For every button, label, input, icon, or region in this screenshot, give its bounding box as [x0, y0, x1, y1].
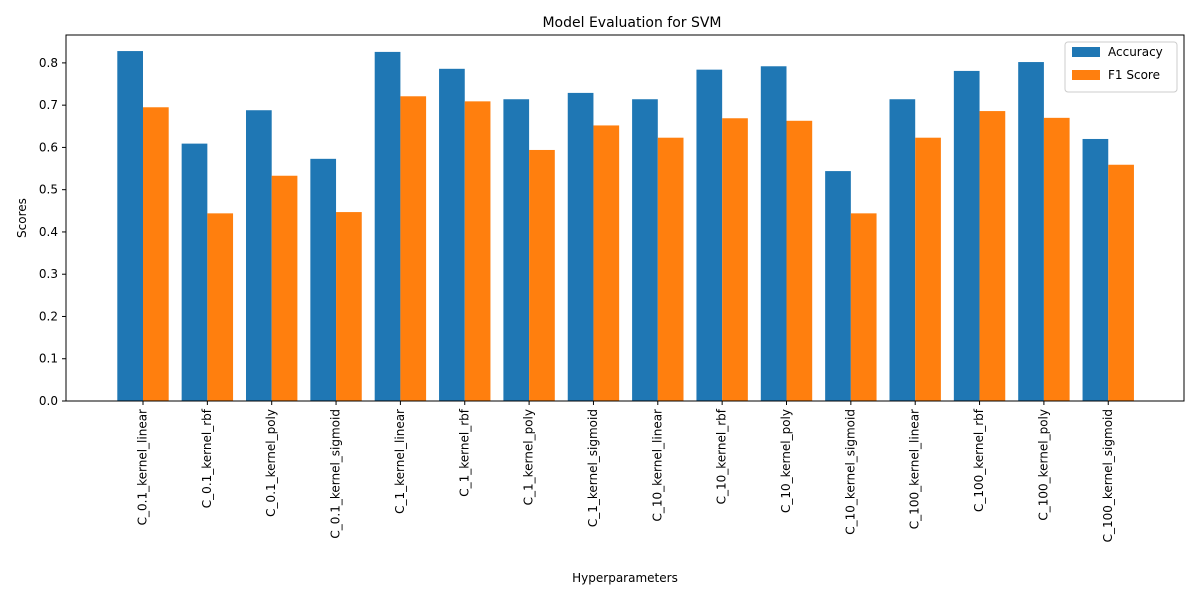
bar-f1-score-12: [915, 137, 941, 401]
y-axis: 0.0 0.1 0.2 0.3 0.4 0.5 0.6 0.7 0.8: [39, 56, 66, 408]
bar-f1-score-5: [464, 101, 491, 401]
y-tick-label-2: 0.2: [39, 309, 58, 323]
x-tick-label-7: C_1_kernel_sigmoid: [586, 409, 600, 527]
x-tick-label-4: C_1_kernel_linear: [393, 409, 407, 514]
x-axis-label: Hyperparameters: [572, 571, 678, 585]
bar-f1-score-1: [207, 213, 234, 401]
x-tick-label-15: C_100_kernel_sigmoid: [1101, 409, 1115, 542]
y-tick-label-5: 0.5: [39, 183, 58, 197]
y-tick-label-3: 0.3: [39, 267, 58, 281]
x-tick-label-9: C_10_kernel_rbf: [715, 408, 729, 504]
y-tick-label-7: 0.7: [39, 98, 58, 112]
bar-accuracy-11: [825, 171, 851, 401]
bar-accuracy-2: [246, 110, 272, 401]
x-tick-label-12: C_100_kernel_linear: [908, 409, 922, 529]
bar-accuracy-6: [503, 99, 530, 402]
y-tick-label-1: 0.1: [39, 352, 58, 366]
bar-f1-score-8: [657, 137, 684, 401]
x-tick-label-11: C_10_kernel_sigmoid: [843, 409, 857, 535]
bar-f1-score-6: [529, 149, 555, 401]
x-tick-label-14: C_100_kernel_poly: [1036, 409, 1050, 521]
bar-f1-score-7: [593, 125, 620, 401]
x-tick-label-8: C_10_kernel_linear: [650, 409, 664, 522]
bar-accuracy-0: [117, 51, 143, 402]
bar-f1-score-11: [850, 213, 877, 401]
bar-accuracy-4: [374, 51, 401, 401]
bar-accuracy-3: [310, 158, 337, 401]
y-tick-label-6: 0.6: [39, 140, 58, 154]
x-tick-label-0: C_0.1_kernel_linear: [136, 409, 150, 525]
legend-swatch-accuracy: [1072, 47, 1100, 57]
bar-f1-score-9: [722, 118, 748, 401]
bar-accuracy-14: [1018, 62, 1044, 402]
x-tick-label-10: C_10_kernel_poly: [779, 409, 793, 513]
bar-f1-score-14: [1043, 117, 1070, 401]
bar-accuracy-5: [439, 68, 465, 401]
bar-accuracy-1: [181, 143, 208, 401]
bar-accuracy-13: [953, 70, 980, 402]
legend-label-f1-score: F1 Score: [1108, 68, 1160, 82]
bar-f1-score-10: [786, 120, 813, 401]
legend: Accuracy F1 Score: [1064, 41, 1178, 93]
bar-f1-score-15: [1108, 164, 1134, 401]
bar-accuracy-8: [632, 99, 658, 402]
legend-swatch-f1-score: [1072, 70, 1100, 80]
x-tick-label-2: C_0.1_kernel_poly: [264, 409, 278, 517]
x-tick-label-3: C_0.1_kernel_sigmoid: [329, 409, 343, 539]
bar-accuracy-9: [696, 69, 723, 401]
bar-accuracy-10: [760, 66, 787, 402]
bar-accuracy-15: [1082, 138, 1109, 401]
y-tick-label-4: 0.4: [39, 225, 58, 239]
bar-accuracy-7: [567, 92, 594, 402]
bar-f1-score-13: [979, 111, 1006, 401]
bar-accuracy-12: [889, 99, 916, 402]
y-tick-label-0: 0.0: [39, 394, 58, 408]
x-tick-label-1: C_0.1_kernel_rbf: [200, 408, 214, 508]
bar-f1-score-0: [143, 107, 169, 402]
x-axis: C_0.1_kernel_linear C_0.1_kernel_rbf C_0.1…: [136, 401, 1115, 542]
plot-frame: [65, 34, 1185, 402]
y-axis-label: Scores: [15, 198, 29, 238]
chart-title: Model Evaluation for SVM: [542, 15, 721, 31]
bars-group: [117, 51, 1134, 402]
x-tick-label-13: C_100_kernel_rbf: [972, 408, 986, 512]
x-tick-label-6: C_1_kernel_poly: [522, 409, 536, 505]
y-tick-label-8: 0.8: [39, 56, 58, 70]
legend-label-accuracy: Accuracy: [1108, 45, 1163, 59]
bar-f1-score-4: [400, 96, 427, 401]
bar-f1-score-2: [271, 175, 298, 401]
x-tick-label-5: C_1_kernel_rbf: [457, 408, 471, 497]
bar-f1-score-3: [336, 212, 362, 401]
